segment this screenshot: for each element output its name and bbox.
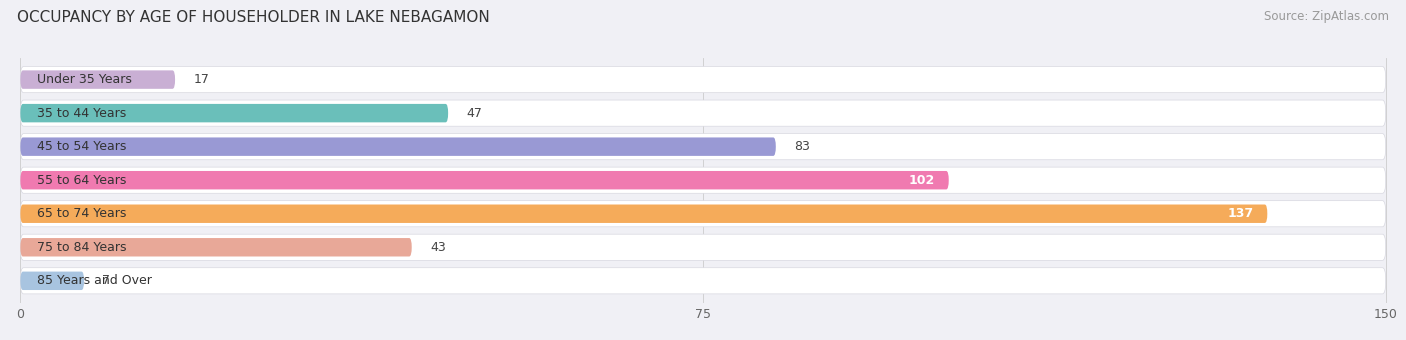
FancyBboxPatch shape [20,171,949,189]
Text: 7: 7 [103,274,110,287]
Text: 43: 43 [430,241,446,254]
Text: Under 35 Years: Under 35 Years [37,73,132,86]
Text: 83: 83 [794,140,810,153]
Text: 137: 137 [1227,207,1254,220]
FancyBboxPatch shape [20,205,1267,223]
Text: 47: 47 [467,107,482,120]
FancyBboxPatch shape [20,104,449,122]
Text: 102: 102 [908,174,935,187]
Text: 75 to 84 Years: 75 to 84 Years [37,241,127,254]
Text: 55 to 64 Years: 55 to 64 Years [37,174,127,187]
FancyBboxPatch shape [20,234,1386,260]
Text: 35 to 44 Years: 35 to 44 Years [37,107,127,120]
Text: 85 Years and Over: 85 Years and Over [37,274,152,287]
FancyBboxPatch shape [20,272,84,290]
Text: 17: 17 [193,73,209,86]
FancyBboxPatch shape [20,67,1386,93]
FancyBboxPatch shape [20,134,1386,160]
FancyBboxPatch shape [20,137,776,156]
Text: 65 to 74 Years: 65 to 74 Years [37,207,127,220]
FancyBboxPatch shape [20,268,1386,294]
Text: OCCUPANCY BY AGE OF HOUSEHOLDER IN LAKE NEBAGAMON: OCCUPANCY BY AGE OF HOUSEHOLDER IN LAKE … [17,10,489,25]
FancyBboxPatch shape [20,167,1386,193]
Text: Source: ZipAtlas.com: Source: ZipAtlas.com [1264,10,1389,23]
Text: 45 to 54 Years: 45 to 54 Years [37,140,127,153]
FancyBboxPatch shape [20,70,176,89]
FancyBboxPatch shape [20,238,412,256]
FancyBboxPatch shape [20,201,1386,227]
FancyBboxPatch shape [20,100,1386,126]
